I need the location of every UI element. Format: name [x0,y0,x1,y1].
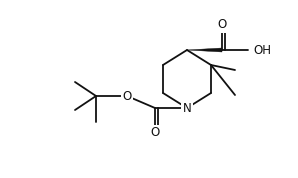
Polygon shape [187,48,222,52]
Text: O: O [122,90,132,103]
Text: O: O [217,19,226,32]
Text: OH: OH [253,43,271,56]
Text: O: O [150,127,160,140]
Text: N: N [183,101,191,114]
